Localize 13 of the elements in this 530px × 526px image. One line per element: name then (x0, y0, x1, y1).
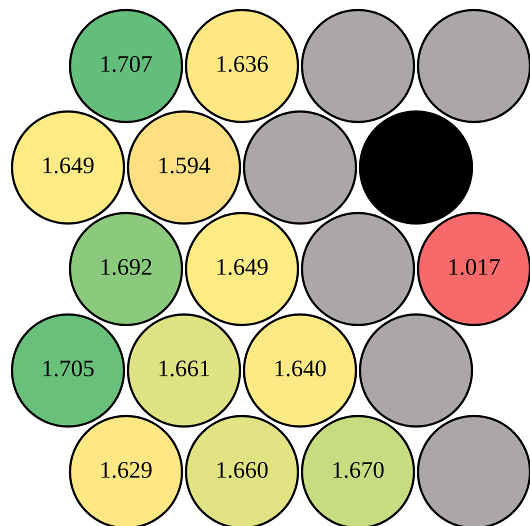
data-label: 1.705 (44, 360, 94, 377)
data-label: 1.649 (218, 259, 268, 276)
data-label: 1.640 (276, 360, 326, 377)
data-label: 1.692 (102, 259, 152, 276)
data-label: 1.636 (218, 56, 268, 72)
data-label: 1.707 (102, 56, 152, 72)
data-label: 1.017 (450, 258, 500, 276)
data-label: 1.660 (218, 462, 268, 478)
data-label: 1.649 (44, 158, 94, 174)
data-label: 1.670 (334, 462, 384, 478)
data-label: 1.594 (160, 158, 210, 174)
data-label: 1.661 (160, 360, 210, 377)
data-label: 1.629 (102, 462, 152, 478)
